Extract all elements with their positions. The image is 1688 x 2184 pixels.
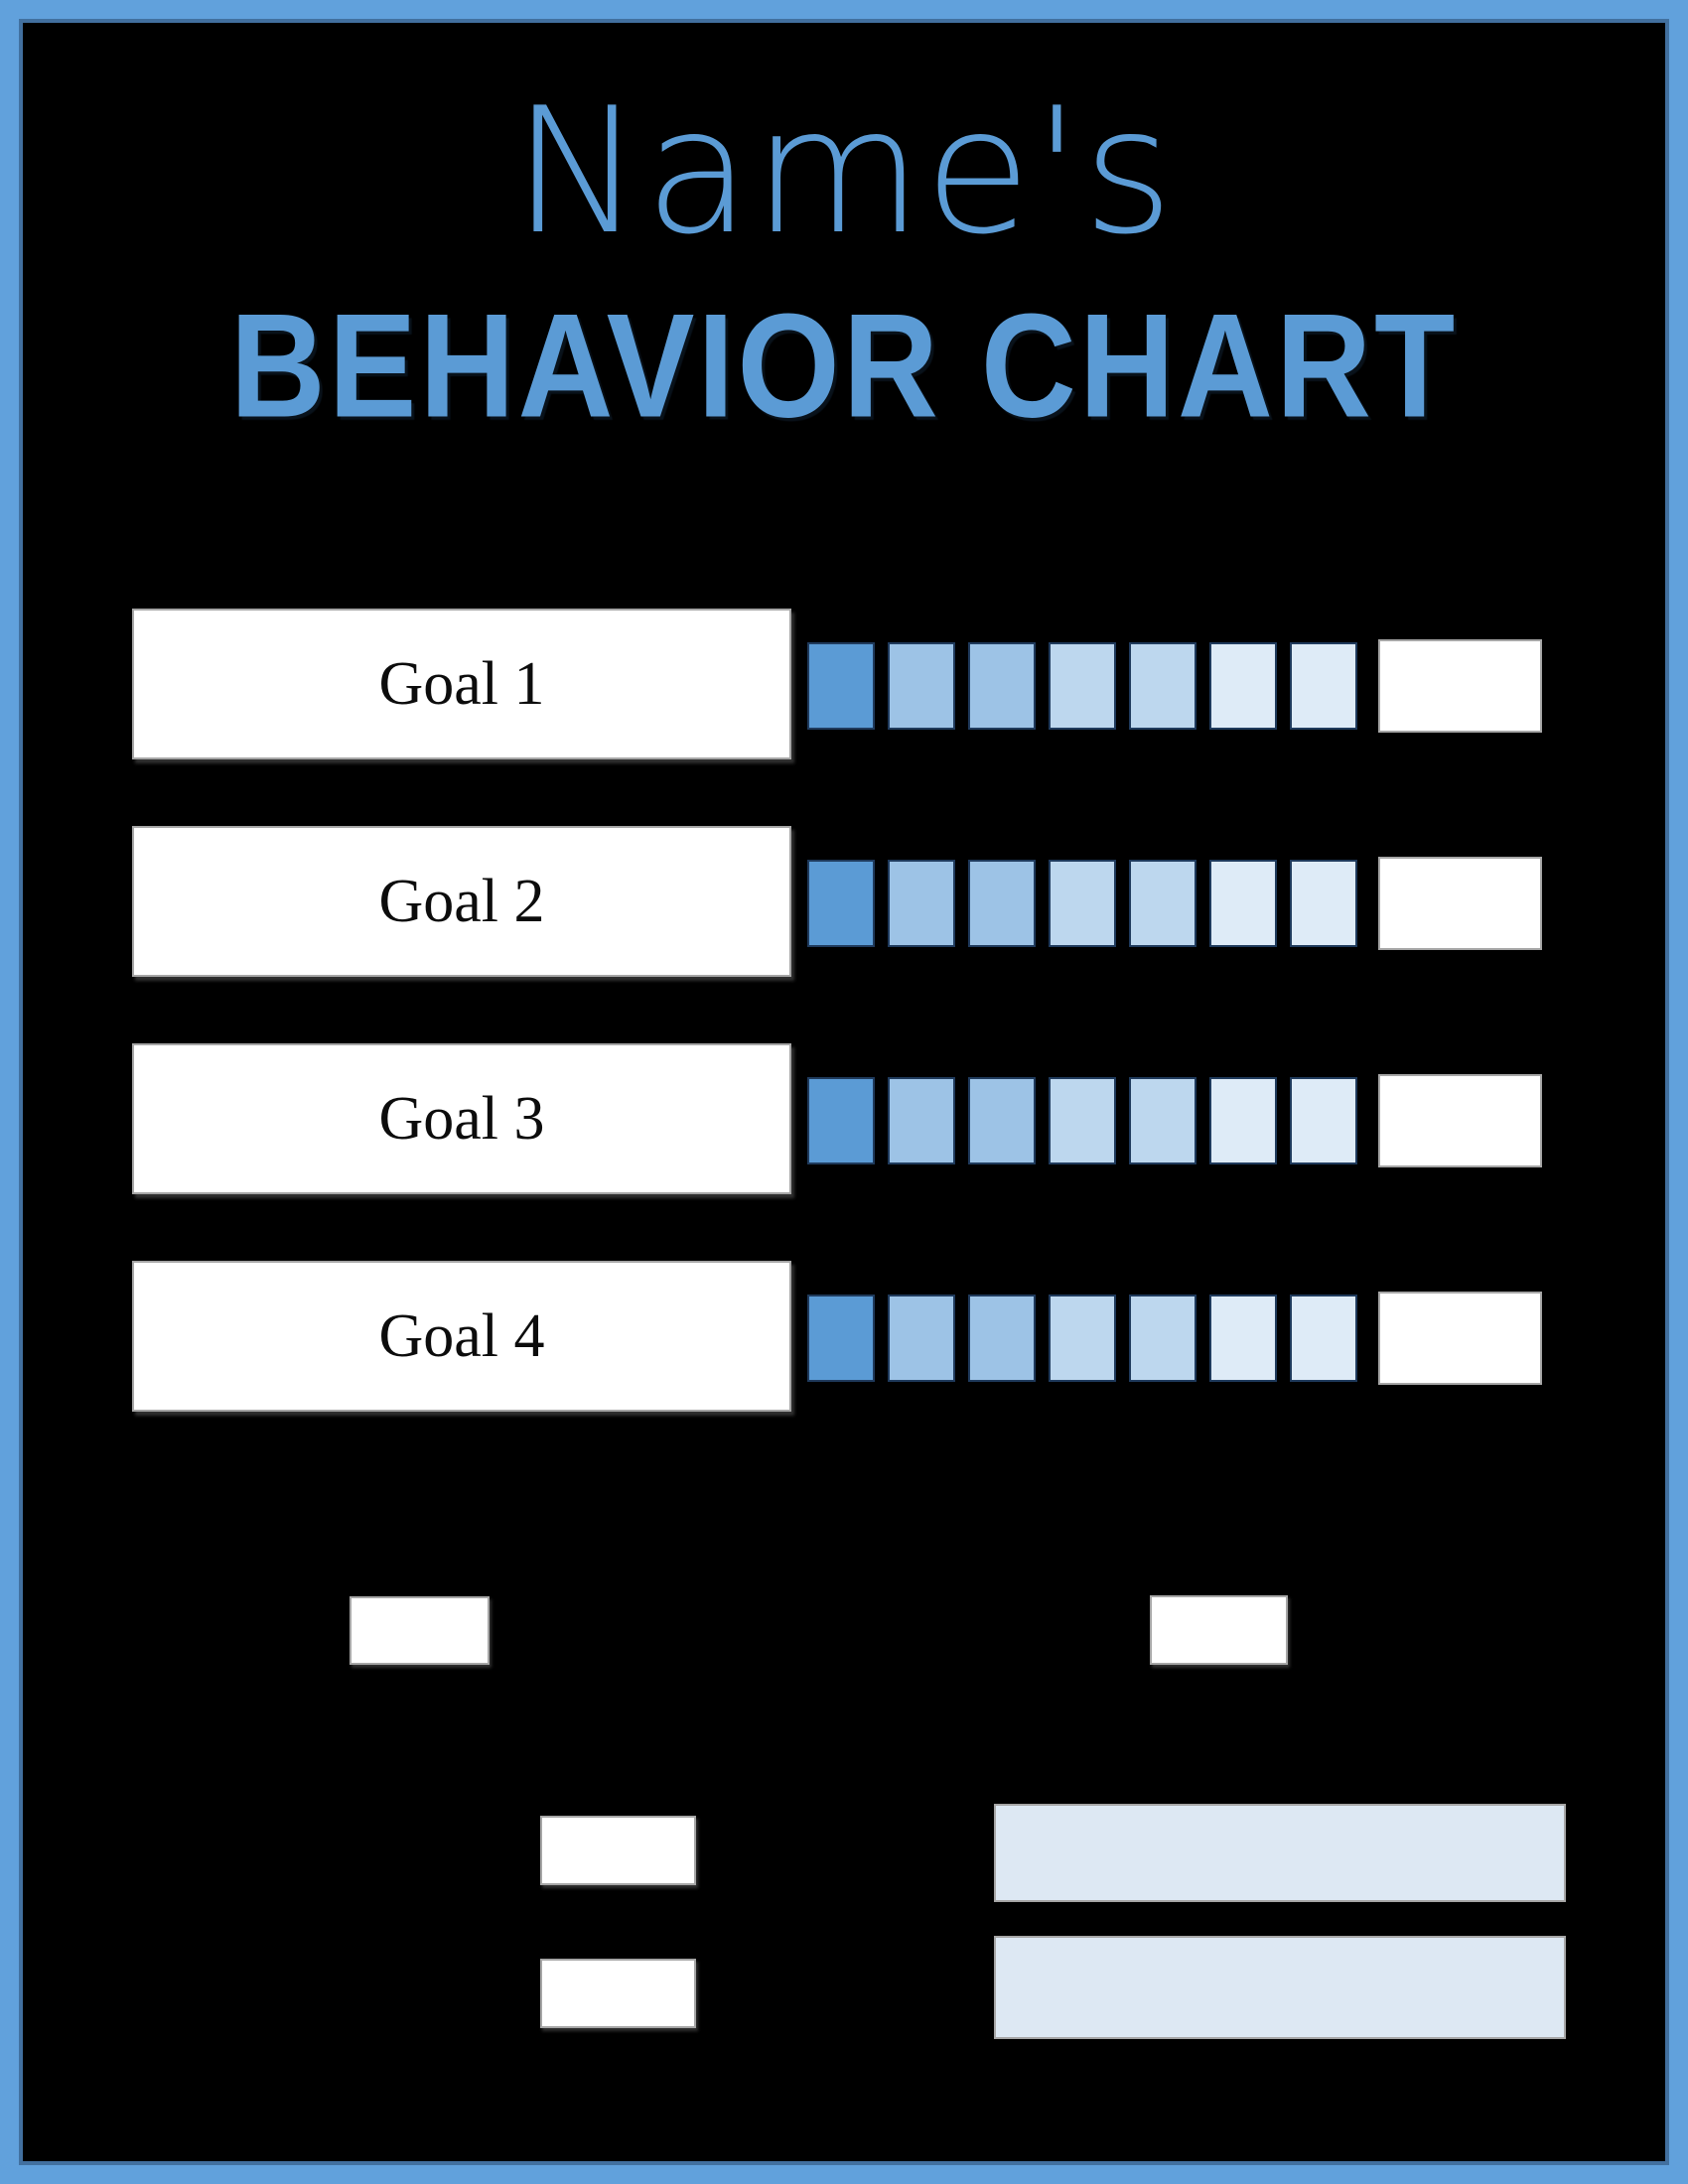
blank-field-left[interactable] — [350, 1596, 490, 1665]
progress-square[interactable] — [807, 642, 875, 730]
goal-1-progress-squares — [807, 642, 1357, 730]
child-name-title: Name's — [512, 71, 1176, 273]
progress-square[interactable] — [1049, 1077, 1116, 1164]
progress-square[interactable] — [968, 1295, 1036, 1382]
progress-square[interactable] — [807, 1295, 875, 1382]
goal-3-progress-squares — [807, 1077, 1357, 1164]
goal-4-end-box[interactable] — [1378, 1292, 1542, 1385]
goal-4-label: Goal 4 — [378, 1301, 545, 1370]
goal-4-progress-squares — [807, 1295, 1357, 1382]
progress-square[interactable] — [888, 860, 955, 947]
goal-2-end-box[interactable] — [1378, 857, 1542, 950]
page-title: BEHAVIOR CHART — [229, 284, 1459, 449]
progress-square[interactable] — [1209, 1295, 1277, 1382]
goal-3-end-box[interactable] — [1378, 1074, 1542, 1167]
blank-field-mid-1[interactable] — [540, 1816, 696, 1885]
progress-square[interactable] — [888, 1295, 955, 1382]
progress-square[interactable] — [1129, 1077, 1196, 1164]
progress-square[interactable] — [807, 860, 875, 947]
goal-1-end-box[interactable] — [1378, 639, 1542, 733]
goal-2-label: Goal 2 — [378, 867, 545, 935]
progress-square[interactable] — [1209, 860, 1277, 947]
progress-square[interactable] — [1049, 860, 1116, 947]
blue-entry-bar-1[interactable] — [994, 1804, 1566, 1902]
progress-square[interactable] — [968, 642, 1036, 730]
progress-square[interactable] — [1290, 1295, 1357, 1382]
goal-row: Goal 2 — [0, 826, 1688, 977]
progress-square[interactable] — [1290, 1077, 1357, 1164]
progress-square[interactable] — [1129, 642, 1196, 730]
goal-1-label-box[interactable]: Goal 1 — [132, 609, 791, 759]
progress-square[interactable] — [1290, 860, 1357, 947]
progress-square[interactable] — [1209, 1077, 1277, 1164]
blank-field-mid-2[interactable] — [540, 1959, 696, 2028]
goal-row: Goal 3 — [0, 1043, 1688, 1194]
progress-square[interactable] — [968, 1077, 1036, 1164]
progress-square[interactable] — [1129, 1295, 1196, 1382]
goal-3-label: Goal 3 — [378, 1084, 545, 1153]
blank-field-right[interactable] — [1150, 1595, 1288, 1665]
progress-square[interactable] — [1290, 642, 1357, 730]
blue-entry-bar-2[interactable] — [994, 1936, 1566, 2039]
progress-square[interactable] — [1049, 642, 1116, 730]
progress-square[interactable] — [1049, 1295, 1116, 1382]
progress-square[interactable] — [807, 1077, 875, 1164]
goal-row: Goal 1 — [0, 609, 1688, 759]
goal-3-label-box[interactable]: Goal 3 — [132, 1043, 791, 1194]
goal-2-label-box[interactable]: Goal 2 — [132, 826, 791, 977]
progress-square[interactable] — [888, 642, 955, 730]
goal-2-progress-squares — [807, 860, 1357, 947]
progress-square[interactable] — [968, 860, 1036, 947]
progress-square[interactable] — [1209, 642, 1277, 730]
progress-square[interactable] — [888, 1077, 955, 1164]
goal-1-label: Goal 1 — [378, 649, 545, 718]
goal-4-label-box[interactable]: Goal 4 — [132, 1261, 791, 1412]
progress-square[interactable] — [1129, 860, 1196, 947]
goal-row: Goal 4 — [0, 1261, 1688, 1412]
